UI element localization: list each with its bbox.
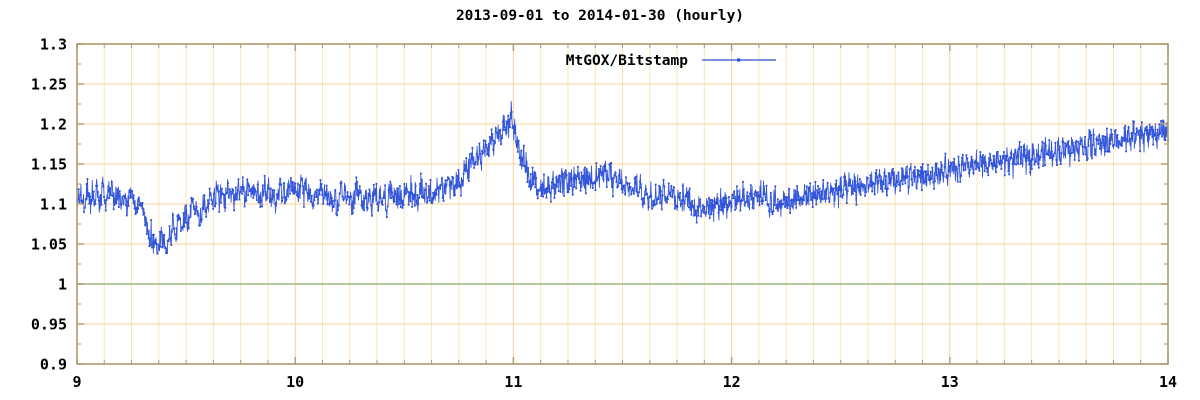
y-axis-tick-label: 1.25 (31, 76, 67, 94)
y-axis-tick-label: 1.05 (31, 236, 67, 254)
x-axis-tick-label: 13 (941, 373, 959, 391)
legend-label: MtGOX/Bitstamp (566, 53, 688, 69)
x-axis-tick-label: 11 (504, 373, 522, 391)
legend-point-sample (737, 58, 741, 62)
x-axis-tick-label: 10 (286, 373, 304, 391)
x-axis-tick-label: 14 (1159, 373, 1177, 391)
y-axis-tick-label: 1 (58, 276, 67, 294)
y-axis-tick-label: 1.2 (40, 116, 67, 134)
y-axis-tick-label: 1.1 (40, 196, 67, 214)
page-title: 2013-09-01 to 2014-01-30 (hourly) (455, 8, 745, 24)
y-axis-tick-label: 1.3 (40, 36, 67, 54)
y-axis-tick-label: 0.95 (31, 316, 67, 334)
x-axis-tick-label: 12 (723, 373, 741, 391)
y-axis-tick-label: 0.9 (40, 356, 67, 374)
y-axis-tick-label: 1.15 (31, 156, 67, 174)
x-axis-tick-label: 9 (72, 373, 81, 391)
data-series-points (76, 111, 1169, 255)
